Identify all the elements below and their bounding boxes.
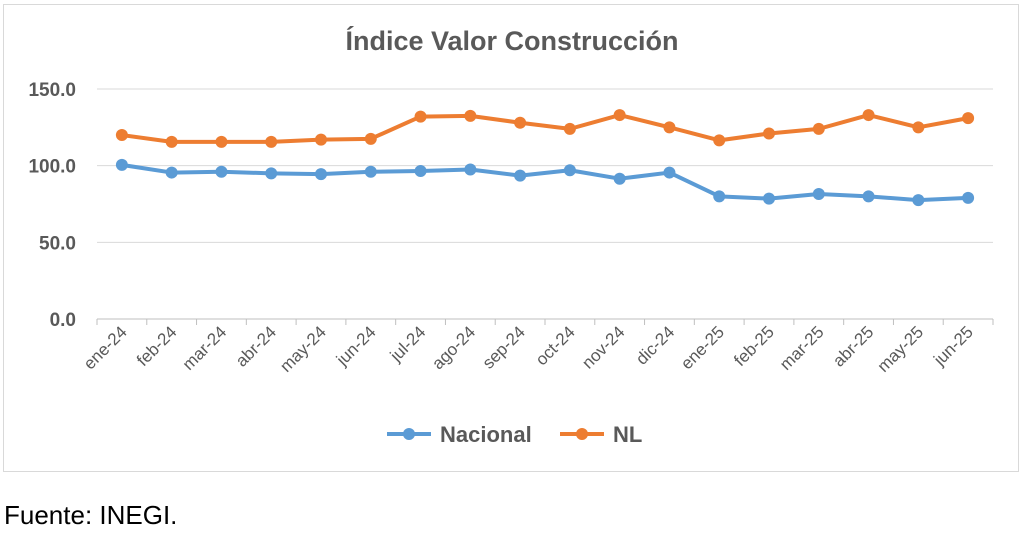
x-tick-label: nov-24 <box>578 322 628 372</box>
x-tick-label: dic-24 <box>632 322 678 368</box>
data-point-nl <box>713 134 726 147</box>
data-point-nl <box>962 112 975 125</box>
data-point-nacional <box>663 166 676 179</box>
x-tick-label: ene-25 <box>677 322 728 373</box>
legend-marker-nacional <box>403 428 415 440</box>
data-point-nacional <box>364 165 377 178</box>
data-point-nl <box>115 129 128 141</box>
data-point-nacional <box>812 188 825 201</box>
series-line-nl <box>119 113 971 144</box>
data-point-nacional <box>215 165 228 178</box>
data-point-nacional <box>962 191 975 204</box>
data-point-nl <box>265 135 278 148</box>
source-note: Fuente: INEGI. <box>4 500 178 530</box>
x-tick-label: mar-24 <box>179 322 231 374</box>
data-point-nacional <box>763 192 775 205</box>
x-tick-label: abr-24 <box>232 322 280 370</box>
line-chart: Índice Valor Construcción 0.0 50.0 100.0 150… <box>28 25 994 447</box>
data-point-nacional <box>514 169 527 182</box>
data-point-nl <box>464 109 477 122</box>
series-line-nacional <box>119 162 971 203</box>
x-tick-label: mar-25 <box>776 322 828 374</box>
x-tick-label: abr-25 <box>829 322 877 370</box>
x-tick-label: jun-24 <box>332 322 380 370</box>
data-point-nacional <box>862 190 875 203</box>
x-tick-label: oct-24 <box>532 322 579 369</box>
data-point-nl <box>215 135 228 148</box>
data-point-nl <box>912 121 925 134</box>
data-point-nl <box>812 122 825 135</box>
x-tick-label: ago-24 <box>428 322 479 373</box>
data-point-nacional <box>464 163 477 176</box>
data-point-nl <box>514 116 527 129</box>
data-point-nl <box>613 109 626 122</box>
x-tick-label: sep-24 <box>479 322 529 372</box>
data-point-nl <box>165 135 178 148</box>
y-tick-label: 0.0 <box>50 310 76 331</box>
x-tick-label: may-24 <box>276 322 330 376</box>
data-point-nl <box>663 121 676 134</box>
data-point-nacional <box>414 165 427 178</box>
data-point-nacional <box>912 194 925 207</box>
data-point-nl <box>862 109 875 122</box>
data-point-nacional <box>713 190 726 203</box>
x-tick-label: may-25 <box>874 322 928 376</box>
y-tick-label: 100.0 <box>28 157 76 178</box>
chart-frame <box>3 4 1019 472</box>
data-point-nacional <box>563 164 576 177</box>
data-point-nl <box>414 110 427 123</box>
data-point-nacional <box>115 158 128 171</box>
data-point-nacional <box>315 168 327 181</box>
x-tick-label: ene-24 <box>80 322 131 373</box>
data-point-nl <box>364 132 377 145</box>
y-tick-label: 50.0 <box>39 233 76 254</box>
chart-title: Índice Valor Construcción <box>345 25 678 56</box>
data-point-nacional <box>165 166 178 179</box>
data-point-nl <box>315 133 327 146</box>
data-point-nacional <box>265 167 278 180</box>
legend-label: Nacional <box>440 422 532 447</box>
data-point-nl <box>763 127 775 140</box>
data-point-nl <box>563 122 576 135</box>
x-tick-label: jun-25 <box>929 322 977 370</box>
x-tick-label: feb-24 <box>133 322 181 370</box>
legend-label: NL <box>613 422 642 447</box>
x-tick-label: jul-24 <box>386 322 430 366</box>
data-point-nacional <box>613 172 626 185</box>
y-tick-label: 150.0 <box>28 80 76 101</box>
legend-marker-nl <box>576 428 588 440</box>
x-tick-label: feb-25 <box>730 322 778 370</box>
